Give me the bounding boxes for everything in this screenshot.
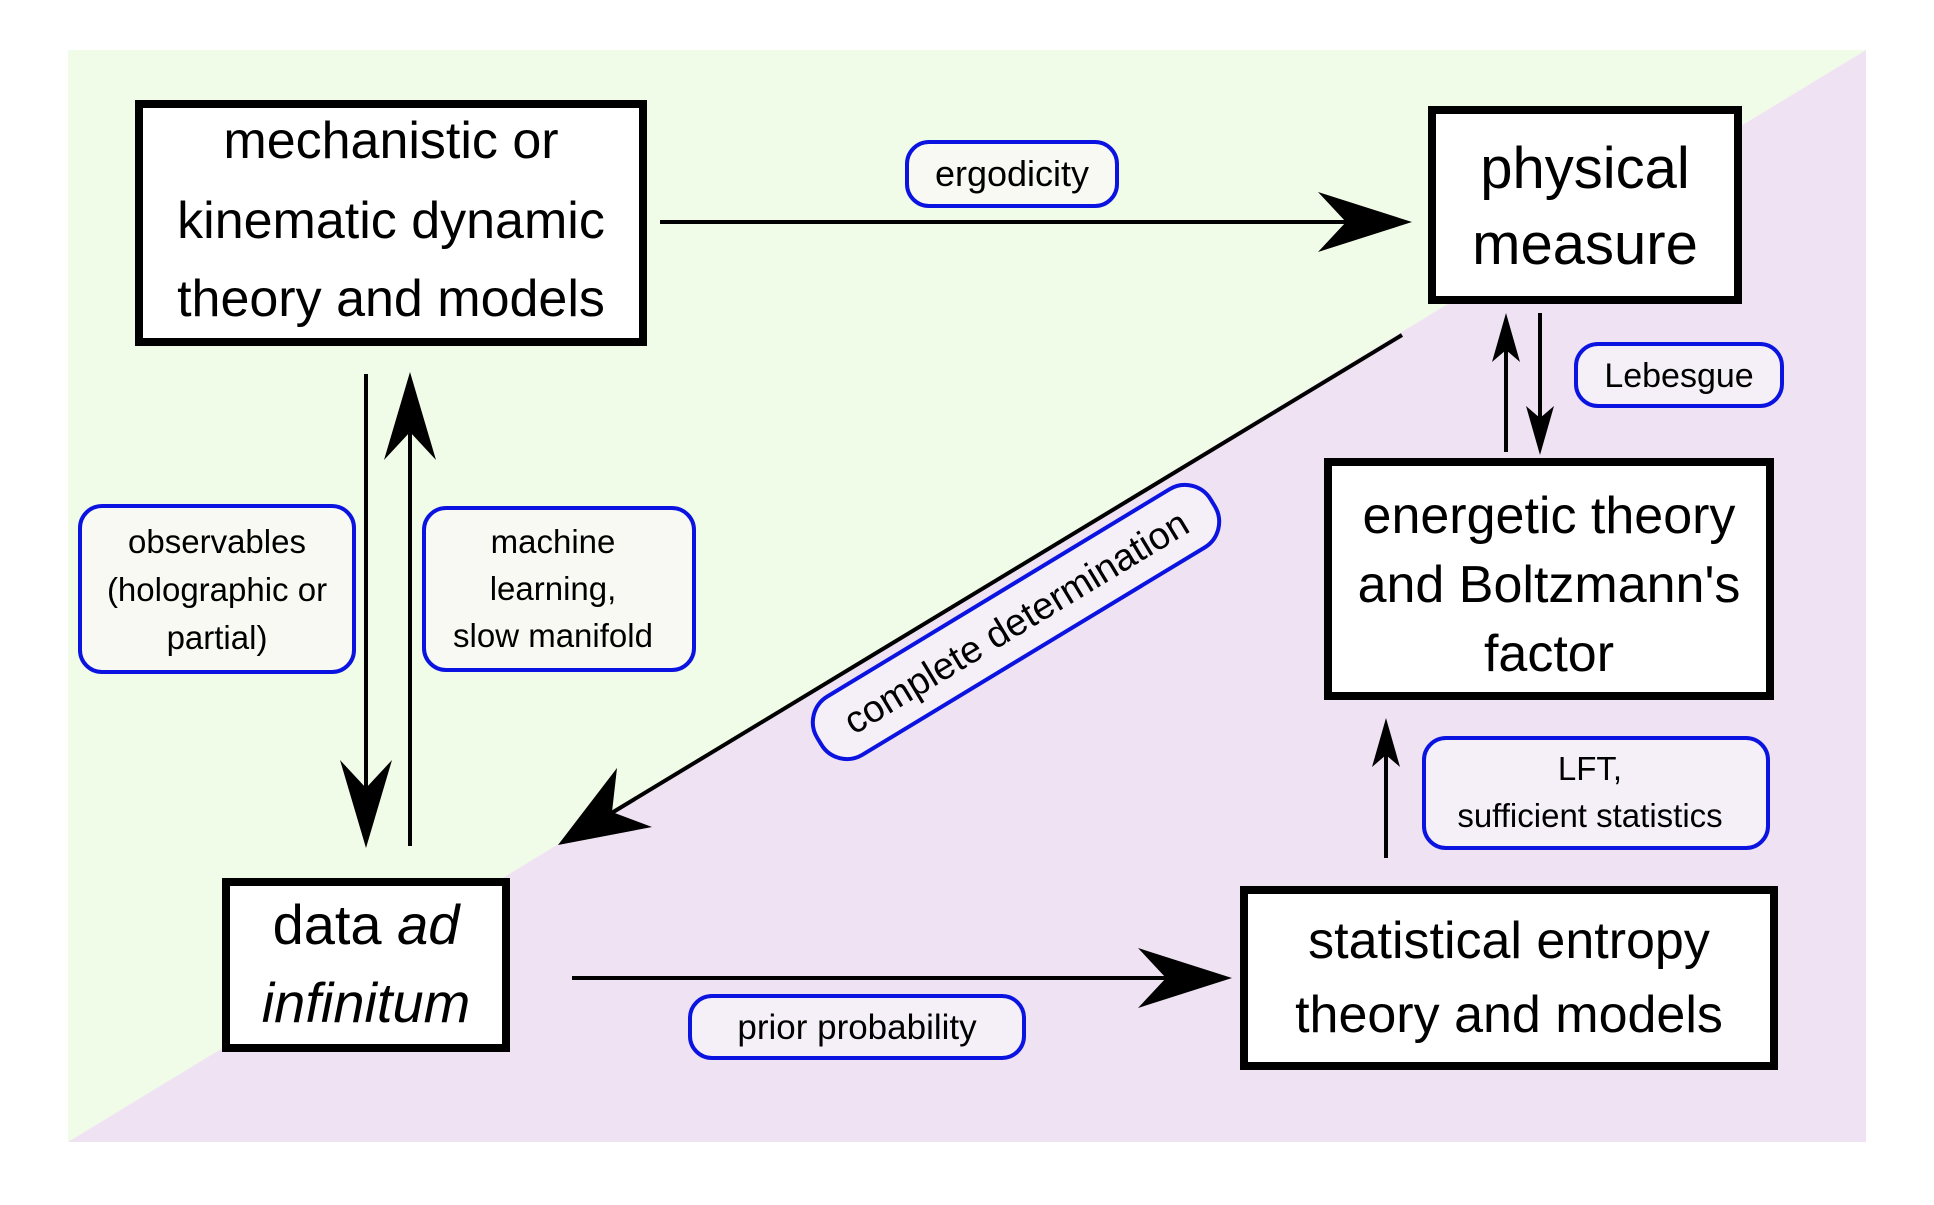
label-machine-learning-line-3: slow manifold <box>453 617 653 654</box>
node-data-word-data: data <box>273 893 398 956</box>
node-energetic-line-3: factor <box>1484 625 1614 683</box>
arrow-observables <box>340 374 392 848</box>
node-energetic-line-2: and Boltzmann's <box>1358 556 1741 614</box>
node-statistical-line-2: theory and models <box>1295 986 1723 1044</box>
label-observables-line-1: observables <box>128 523 306 560</box>
node-mechanistic-line-3: theory and models <box>177 270 605 328</box>
label-machine-learning-line-1: machine <box>491 523 616 560</box>
label-prior-probability-text: prior probability <box>737 1008 977 1047</box>
node-physical-measure-line-1: physical <box>1480 136 1690 201</box>
label-lft: LFT, sufficient statistics <box>1422 736 1770 850</box>
node-mechanistic-line-2: kinematic dynamic <box>177 192 605 250</box>
arrow-machine-learning <box>384 372 436 846</box>
label-ergodicity: ergodicity <box>905 140 1119 208</box>
node-data-ad-infinitum: data ad infinitum <box>222 878 510 1052</box>
node-statistical-entropy: statistical entropy theory and models <box>1240 886 1778 1070</box>
node-mechanistic-line-1: mechanistic or <box>223 112 558 170</box>
arrow-lft <box>1372 718 1400 858</box>
arrow-ergodicity <box>660 192 1412 252</box>
label-lebesgue-text: Lebesgue <box>1604 357 1753 395</box>
node-data-word-ad: ad <box>397 893 461 956</box>
node-energetic-line-1: energetic theory <box>1363 487 1736 545</box>
label-lft-line-2: sufficient statistics <box>1457 797 1722 834</box>
label-ergodicity-text: ergodicity <box>935 153 1089 194</box>
node-physical-measure-line-2: measure <box>1472 212 1698 277</box>
label-machine-learning-line-2: learning, <box>490 570 617 607</box>
arrow-complete-determination <box>558 333 1404 845</box>
label-observables-line-2: (holographic or <box>107 571 327 608</box>
node-data-line-1: data ad <box>273 893 462 956</box>
label-machine-learning: machine learning, slow manifold <box>422 506 696 672</box>
arrow-lebesgue <box>1526 313 1554 455</box>
label-observables-line-3: partial) <box>167 619 268 656</box>
label-lft-line-1: LFT, <box>1558 750 1622 787</box>
arrow-up-energetic-to-measure <box>1492 313 1520 452</box>
node-energetic-theory: energetic theory and Boltzmann's factor <box>1324 458 1774 700</box>
label-observables: observables (holographic or partial) <box>78 504 356 674</box>
node-mechanistic-theory: mechanistic or kinematic dynamic theory … <box>135 100 647 346</box>
label-prior-probability: prior probability <box>688 994 1026 1060</box>
label-lebesgue: Lebesgue <box>1574 342 1784 408</box>
node-statistical-line-1: statistical entropy <box>1308 912 1710 970</box>
node-physical-measure: physical measure <box>1428 106 1742 304</box>
node-data-line-2: infinitum <box>262 971 471 1034</box>
arrow-prior-probability <box>572 948 1232 1008</box>
